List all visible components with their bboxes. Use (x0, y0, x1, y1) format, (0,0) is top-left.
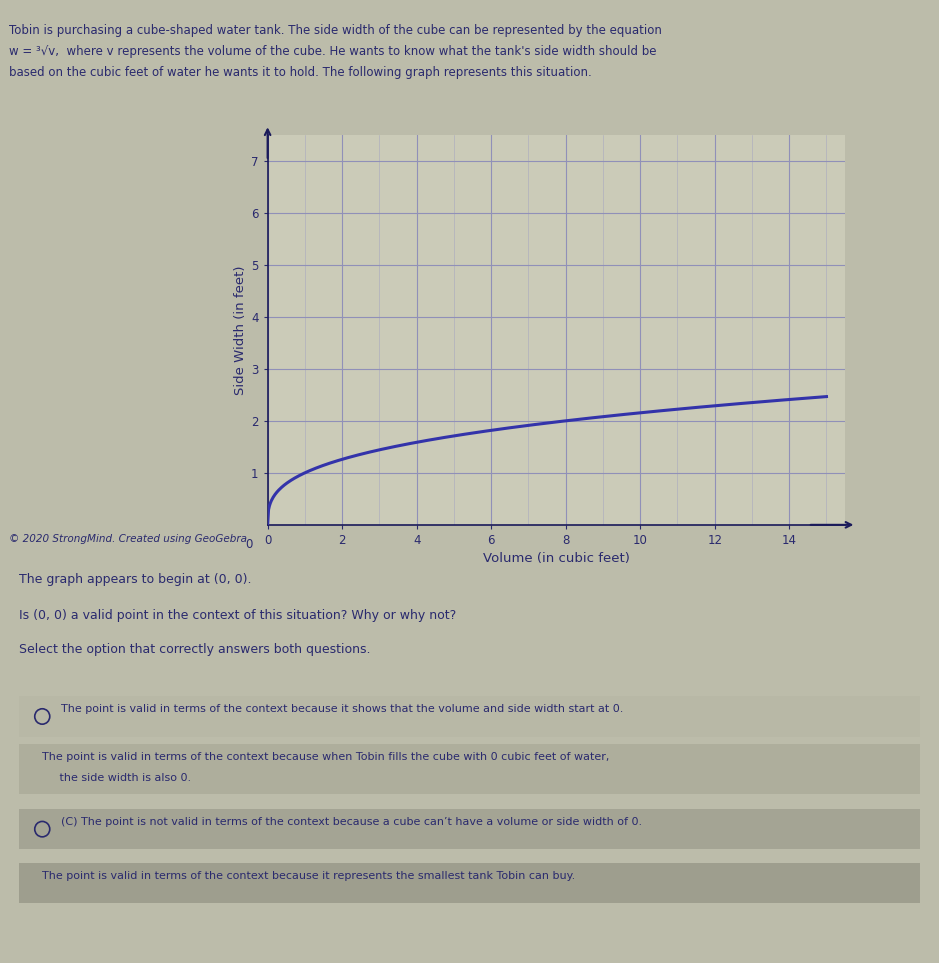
X-axis label: Volume (in cubic feet): Volume (in cubic feet) (483, 553, 630, 565)
Text: Tobin is purchasing a cube-shaped water tank. The side width of the cube can be : Tobin is purchasing a cube-shaped water … (9, 24, 662, 37)
Text: The point is valid in terms of the context because it shows that the volume and : The point is valid in terms of the conte… (61, 704, 623, 714)
Text: the side width is also 0.: the side width is also 0. (42, 773, 192, 783)
Text: © 2020 StrongMind. Created using GeoGebra: © 2020 StrongMind. Created using GeoGebr… (9, 534, 247, 544)
Text: 0: 0 (245, 537, 253, 551)
Text: (C) The point is not valid in terms of the context because a cube can’t have a v: (C) The point is not valid in terms of t… (61, 817, 642, 826)
Text: The point is valid in terms of the context because when Tobin fills the cube wit: The point is valid in terms of the conte… (42, 752, 609, 762)
Text: Is (0, 0) a valid point in the context of this situation? Why or why not?: Is (0, 0) a valid point in the context o… (19, 609, 456, 621)
Text: w = ³√v,  where v represents the volume of the cube. He wants to know what the t: w = ³√v, where v represents the volume o… (9, 45, 657, 58)
Text: Select the option that correctly answers both questions.: Select the option that correctly answers… (19, 643, 370, 656)
Text: based on the cubic feet of water he wants it to hold. The following graph repres: based on the cubic feet of water he want… (9, 66, 593, 79)
Y-axis label: Side Width (in feet): Side Width (in feet) (234, 265, 247, 395)
Text: The point is valid in terms of the context because it represents the smallest ta: The point is valid in terms of the conte… (42, 871, 576, 880)
Text: The graph appears to begin at (0, 0).: The graph appears to begin at (0, 0). (19, 573, 252, 586)
